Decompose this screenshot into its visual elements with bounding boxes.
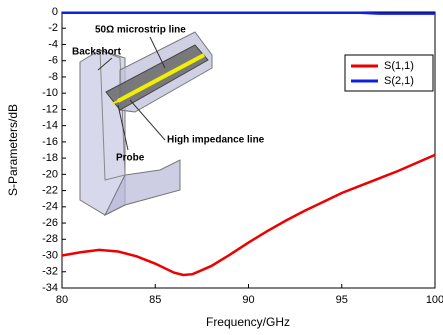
y-tick-label: -32 bbox=[42, 266, 58, 278]
y-tick-label: -18 bbox=[42, 152, 58, 164]
annotation: Backshort bbox=[72, 47, 122, 58]
y-tick-label: -4 bbox=[48, 38, 58, 50]
leader-line bbox=[130, 100, 165, 140]
legend-label: S(1,1) bbox=[384, 60, 414, 72]
y-tick-label: -20 bbox=[42, 168, 58, 180]
y-tick-label: -28 bbox=[42, 233, 58, 245]
annotation: Probe bbox=[116, 153, 145, 164]
y-tick-label: -10 bbox=[42, 87, 58, 99]
annotation: High impedance line bbox=[167, 135, 265, 146]
x-axis-label: Frequency/GHz bbox=[206, 315, 290, 329]
y-tick-label: -12 bbox=[42, 103, 58, 115]
y-axis-label: S-Parameters/dB bbox=[6, 104, 20, 196]
inset-diagram: 50Ω microstrip line Backshort High imped… bbox=[72, 25, 265, 215]
y-tick-label: -16 bbox=[42, 136, 58, 148]
y-tick-label: -8 bbox=[48, 71, 58, 83]
y-tick-label: -24 bbox=[42, 201, 58, 213]
y-tick-label: -14 bbox=[42, 120, 58, 132]
x-tick-label: 95 bbox=[336, 294, 348, 306]
y-tick-label: -22 bbox=[42, 184, 58, 196]
y-tick-label: -26 bbox=[42, 217, 58, 229]
y-tick-label: -6 bbox=[48, 55, 58, 67]
x-tick-label: 100 bbox=[426, 294, 443, 306]
legend-label: S(2,1) bbox=[384, 75, 414, 87]
y-tick-label: -34 bbox=[42, 282, 58, 294]
x-tick-label: 90 bbox=[242, 294, 254, 306]
series-line bbox=[62, 13, 435, 14]
y-tick-label: -30 bbox=[42, 249, 58, 261]
x-tick-label: 80 bbox=[56, 294, 68, 306]
chart: 50Ω microstrip line Backshort High imped… bbox=[0, 0, 443, 335]
x-tick-label: 85 bbox=[149, 294, 161, 306]
annotation: 50Ω microstrip line bbox=[95, 25, 186, 36]
y-tick-label: -2 bbox=[48, 22, 58, 34]
y-tick-label: 0 bbox=[52, 6, 58, 18]
page: 50Ω microstrip line Backshort High imped… bbox=[0, 0, 443, 335]
